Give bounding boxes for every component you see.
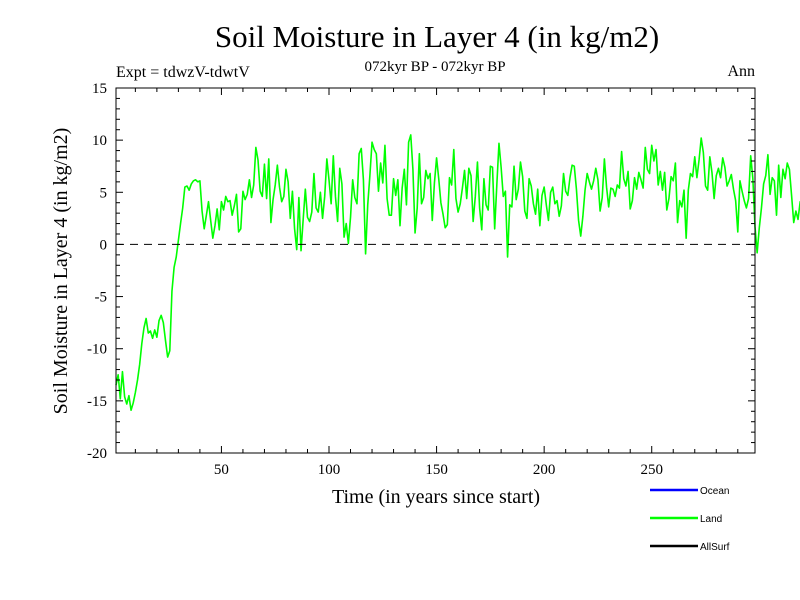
y-tick-label: -5 bbox=[95, 290, 108, 306]
legend-label-land: Land bbox=[700, 514, 722, 525]
chart-title: Soil Moisture in Layer 4 (in kg/m2) bbox=[215, 19, 659, 54]
series-line-land bbox=[115, 134, 800, 412]
y-tick-label: -10 bbox=[87, 342, 107, 358]
legend-label-ocean: Ocean bbox=[700, 486, 729, 497]
plot-frame bbox=[115, 87, 756, 454]
x-tick-label: 150 bbox=[425, 462, 448, 478]
y-tick-label: -15 bbox=[87, 394, 107, 410]
x-axis-label: Time (in years since start) bbox=[332, 486, 540, 508]
y-tick-label: 5 bbox=[100, 185, 108, 201]
plot-area: -20 -15 -10 -5 0 5 10 15 50 100 150 200 250 bbox=[87, 81, 800, 478]
y-tick-label: 10 bbox=[92, 133, 107, 149]
x-tick-label: 50 bbox=[214, 462, 229, 478]
y-tick-label: -20 bbox=[87, 446, 107, 462]
chart-subtitle: 072kyr BP - 072kyr BP bbox=[364, 59, 505, 75]
period-label: Ann bbox=[727, 63, 755, 80]
x-tick-label: 250 bbox=[640, 462, 663, 478]
legend-label-allsurf: AllSurf bbox=[700, 542, 730, 553]
y-axis-label: Soil Moisture in Layer 4 (in kg/m2) bbox=[50, 128, 72, 415]
legend: Ocean Land AllSurf bbox=[650, 486, 730, 553]
x-tick-label: 200 bbox=[533, 462, 556, 478]
y-tick-label: 0 bbox=[100, 237, 108, 253]
experiment-label: Expt = tdwzV-tdwtV bbox=[116, 64, 250, 81]
y-tick-label: 15 bbox=[92, 81, 107, 97]
x-tick-label: 100 bbox=[318, 462, 341, 478]
